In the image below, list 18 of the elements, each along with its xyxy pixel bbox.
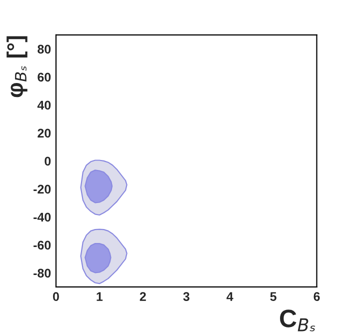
y-axis-title: φ$_{Bₛ}$ [°] [6, 36, 28, 98]
x-axis-title: C$_{Bₛ}$ [280, 310, 316, 332]
y-tick-label: 40 [37, 100, 51, 110]
y-tick-label: -40 [34, 212, 51, 222]
y-tick-label: 0 [44, 156, 51, 166]
y-tick-label: 20 [38, 128, 51, 138]
y-tick-label: -20 [34, 184, 51, 194]
x-tick-label: 6 [314, 292, 320, 301]
x-tick-label: 2 [140, 292, 146, 301]
x-tick-label: 0 [53, 292, 59, 301]
x-tick-label: 5 [270, 292, 276, 301]
y-tick-label: 60 [38, 72, 51, 82]
x-tick-label: 3 [183, 292, 190, 302]
y-tick-label: -80 [34, 268, 51, 278]
y-tick-label: -60 [34, 240, 51, 250]
x-tick-label: 1 [96, 292, 103, 301]
y-tick-label: 80 [38, 44, 51, 54]
x-tick-label: 4 [226, 292, 234, 301]
